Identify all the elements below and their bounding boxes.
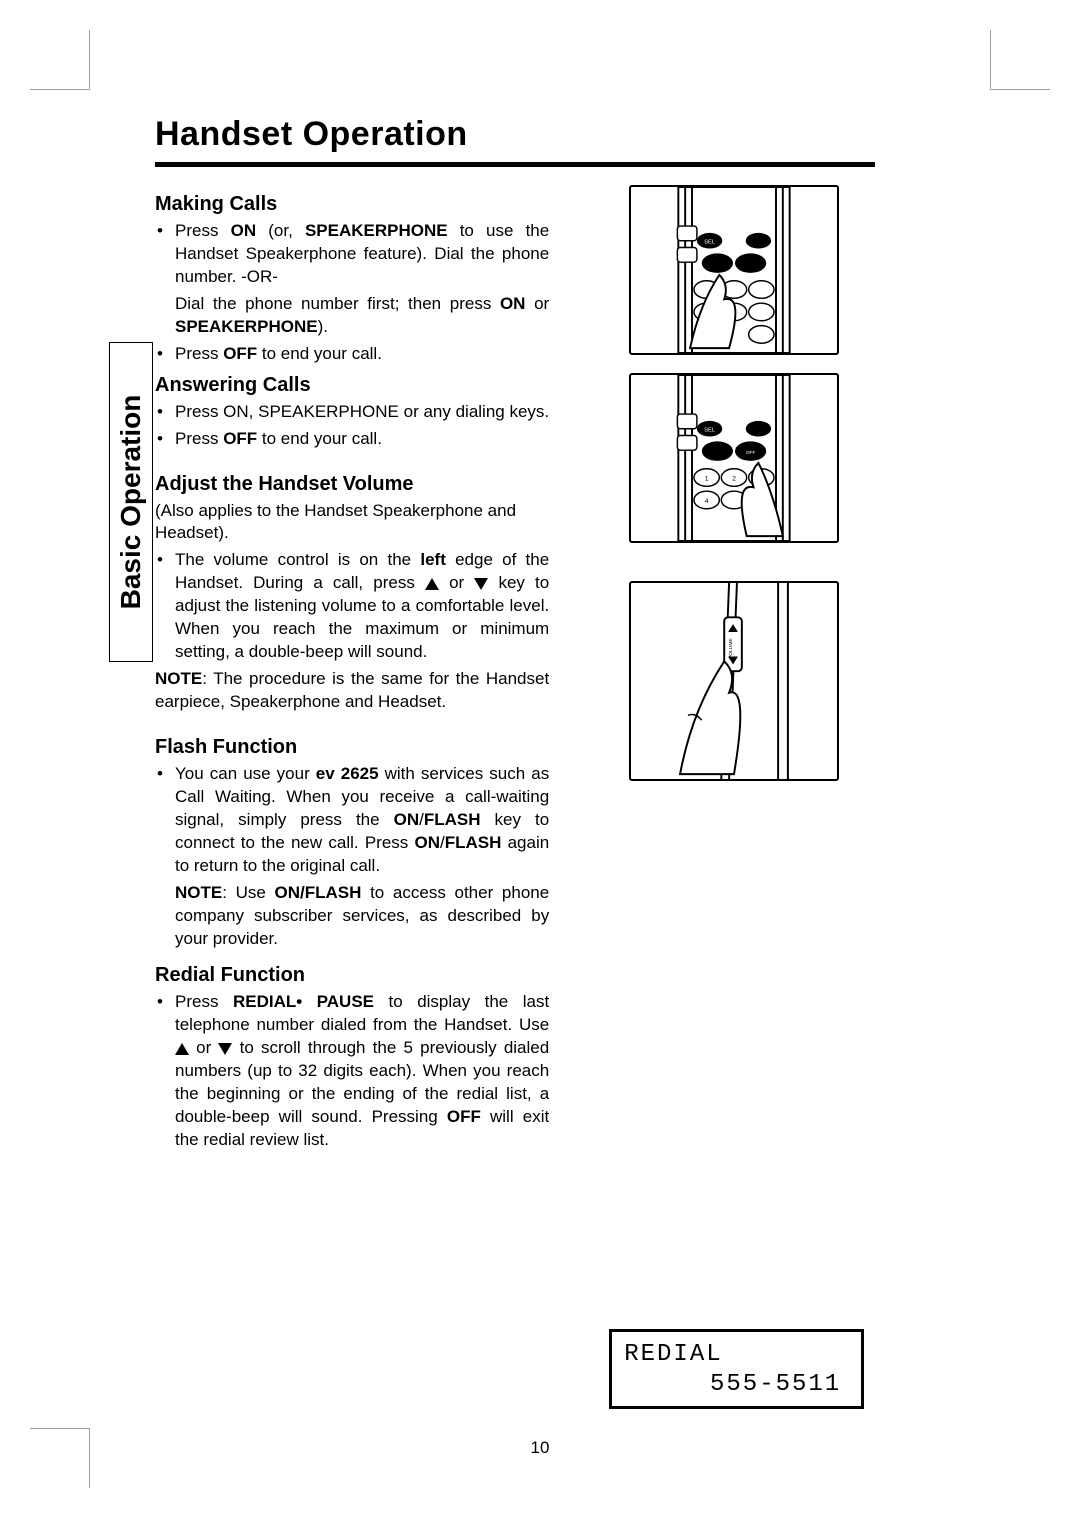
sidebar-label: Basic Operation [115,395,147,610]
note: NOTE: The procedure is the same for the … [155,668,549,714]
heading-answering-calls: Answering Calls [155,374,549,397]
redial-number: 555-5511 [624,1370,849,1400]
redial-label: REDIAL [624,1340,849,1370]
heading-adjust-volume: Adjust the Handset Volume [155,473,549,496]
crop-mark-tr [990,30,1050,90]
page-number: 10 [531,1438,550,1458]
list-item: Press ON (or, SPEAKERPHONE to use the Ha… [175,220,549,339]
list-item: Press OFF to end your call. [175,343,549,366]
svg-text:1: 1 [705,475,709,482]
crop-mark-bl [30,1428,90,1488]
triangle-up-icon [175,1043,189,1055]
illustration-answering-call: SEL OFF 1 2 4 [629,373,839,543]
illustration-making-call: SEL [629,185,839,355]
heading-making-calls: Making Calls [155,193,549,216]
list-item: Press REDIAL• PAUSE to display the last … [175,991,549,1152]
sidebar-tab: Basic Operation [109,342,153,662]
svg-text:4: 4 [705,498,709,505]
page-title: Handset Operation [155,115,875,154]
heading-redial-function: Redial Function [155,964,549,987]
heading-flash-function: Flash Function [155,736,549,759]
text-column: Making Calls Press ON (or, SPEAKERPHONE … [155,185,549,1409]
svg-text:2: 2 [732,475,736,482]
triangle-down-icon [474,578,488,590]
note: NOTE: Use ON/FLASH to access other phone… [155,882,549,951]
crop-mark-tl [30,30,90,90]
svg-text:SEL: SEL [704,428,716,434]
svg-text:OFF: OFF [746,450,756,456]
triangle-down-icon [218,1043,232,1055]
list-item: Press ON, SPEAKERPHONE or any dialing ke… [175,401,549,424]
page-content: Handset Operation Making Calls Press ON … [155,115,875,1409]
triangle-up-icon [425,578,439,590]
redial-display: REDIAL 555-5511 [609,1329,864,1409]
list-item: Press OFF to end your call. [175,428,549,451]
svg-text:SEL: SEL [704,240,716,246]
illustration-volume: VOLUME [629,581,839,781]
list-item: The volume control is on the left edge o… [175,549,549,664]
title-rule [155,162,875,167]
list-item: You can use your ev 2625 with services s… [175,763,549,878]
subtitle: (Also applies to the Handset Speakerphon… [155,500,549,546]
svg-text:VOLUME: VOLUME [728,638,734,659]
illustration-column: SEL [589,185,875,1409]
